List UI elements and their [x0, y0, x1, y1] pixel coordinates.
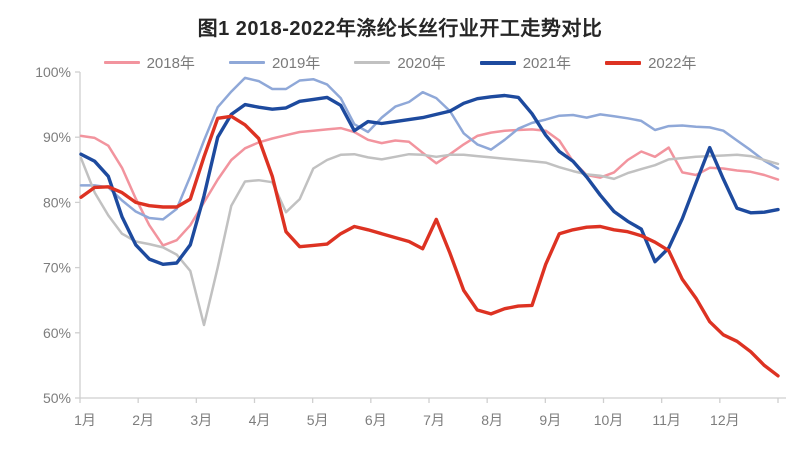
legend-item-2021年: 2021年 [479, 52, 572, 73]
legend-label-2019年: 2019年 [271, 55, 321, 72]
x-tick-label: 5月 [307, 412, 329, 428]
x-tick-label: 8月 [481, 412, 503, 428]
series-line-2020年 [79, 152, 780, 327]
series-line-2022年 [79, 114, 780, 378]
x-tick-label: 2月 [132, 412, 154, 428]
legend-label-2021年: 2021年 [522, 55, 572, 72]
legend-swatch-2020年 [354, 61, 391, 64]
legend-swatch-2022年 [605, 60, 642, 65]
legend-swatch-2019年 [228, 61, 265, 64]
x-tick-label: 6月 [365, 412, 387, 428]
y-tick-label: 70% [43, 260, 71, 276]
y-tick-label: 50% [43, 390, 71, 406]
legend-item-2020年: 2020年 [354, 52, 446, 73]
x-tick-label: 11月 [652, 412, 681, 428]
y-tick-label: 90% [43, 129, 71, 145]
y-tick-label: 60% [43, 325, 71, 341]
x-tick-label: 9月 [539, 412, 561, 428]
series-line-2018年 [79, 126, 780, 247]
legend-label-2018年: 2018年 [146, 55, 195, 72]
legend-swatch-2021年 [479, 60, 516, 65]
chart-legend: 2018年 2019年 2020年 2021年 2022年 [0, 52, 800, 73]
x-tick-label: 3月 [190, 412, 212, 428]
x-tick-label: 4月 [249, 412, 271, 428]
series-line-2019年 [79, 76, 780, 221]
y-tick-label: 80% [43, 194, 71, 210]
legend-item-2019年: 2019年 [228, 52, 321, 73]
legend-label-2020年: 2020年 [397, 55, 446, 72]
y-tick-label: 100% [35, 64, 71, 80]
series-line-2021年 [79, 93, 780, 266]
legend-item-2022年: 2022年 [605, 52, 696, 73]
x-tick-label: 12月 [710, 412, 740, 428]
chart-title: 图1 2018-2022年涤纶长丝行业开工走势对比 [197, 18, 603, 40]
legend-label-2022年: 2022年 [648, 55, 697, 72]
x-tick-label: 1月 [74, 412, 96, 428]
x-tick-label: 10月 [594, 412, 624, 428]
legend-item-2018年: 2018年 [103, 52, 195, 73]
legend-swatch-2018年 [103, 61, 140, 64]
x-tick-label: 7月 [423, 412, 445, 428]
